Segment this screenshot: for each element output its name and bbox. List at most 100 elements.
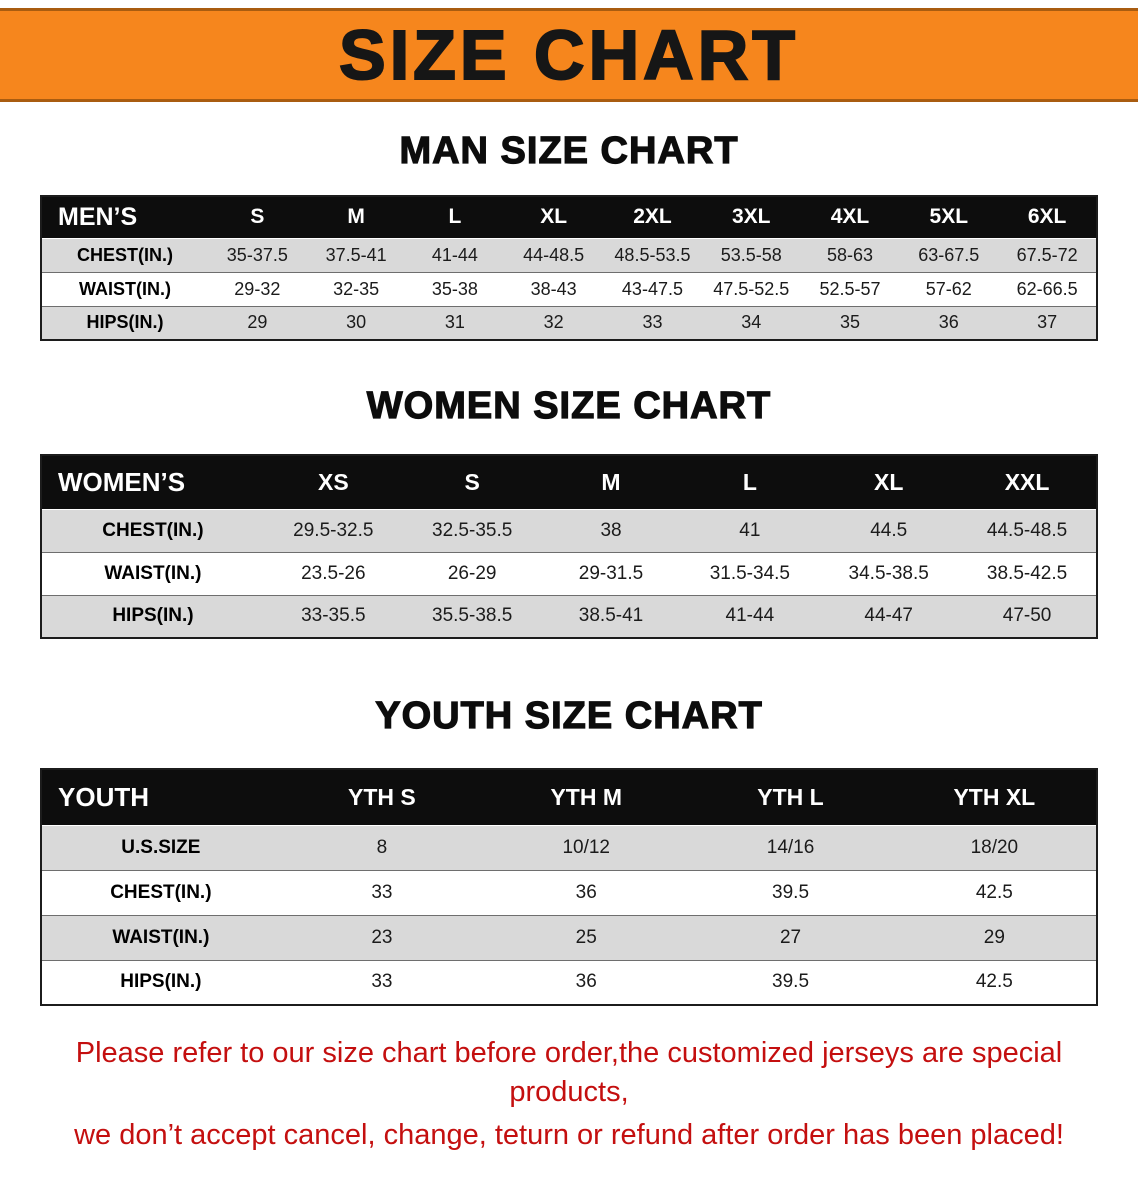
row-label: WAIST(IN.)	[41, 914, 280, 960]
size-value: 26-29	[402, 551, 542, 595]
size-value: 52.5-57	[800, 271, 900, 306]
footer-note: Please refer to our size chart before or…	[0, 1034, 1138, 1179]
row-label: WAIST(IN.)	[41, 271, 208, 306]
table-row: CHEST(IN.) 35-37.5 37.5-41 41-44 44-48.5 48.5…	[41, 237, 1097, 272]
table-row: WAIST(IN.) 23.5-26 26-29 29-31.5 31.5-34.5 34…	[41, 551, 1097, 595]
women-section-heading: WOMEN SIZE CHART	[366, 384, 772, 427]
row-label: HIPS(IN.)	[41, 594, 264, 638]
size-value: 32-35	[306, 271, 406, 306]
size-value: 30	[306, 305, 406, 340]
size-value: 29	[207, 305, 307, 340]
table-row: U.S.SIZE 8 10/12 14/16 18/20	[41, 824, 1097, 870]
size-column-header: L	[405, 196, 505, 239]
size-value: 44-47	[819, 594, 959, 638]
size-column-header: S	[207, 196, 307, 239]
size-column-header: 5XL	[899, 196, 999, 239]
size-column-header: 3XL	[701, 196, 801, 239]
size-value: 25	[484, 914, 689, 960]
table-row: WAIST(IN.) 23 25 27 29	[41, 914, 1097, 960]
size-value: 44-48.5	[504, 237, 604, 272]
men-section-heading: MAN SIZE CHART	[399, 129, 739, 172]
women-size-table: WOMEN’S XS S M L XL XXL CHEST(IN.) 29.5-32.5 32.5…	[40, 454, 1098, 639]
size-value: 29	[892, 914, 1097, 960]
table-row: HIPS(IN.) 33-35.5 35.5-38.5 38.5-41 41-44 44-…	[41, 594, 1097, 638]
size-value: 37.5-41	[306, 237, 406, 272]
size-value: 38.5-41	[541, 594, 681, 638]
row-label: CHEST(IN.)	[41, 508, 264, 552]
size-value: 39.5	[688, 959, 893, 1005]
size-value: 38	[541, 508, 681, 552]
size-value: 34.5-38.5	[819, 551, 959, 595]
size-value: 63-67.5	[899, 237, 999, 272]
size-value: 62-66.5	[998, 271, 1097, 306]
youth-section-heading: YOUTH SIZE CHART	[375, 694, 763, 737]
size-value: 27	[688, 914, 893, 960]
size-value: 33	[279, 869, 485, 915]
size-value: 42.5	[892, 869, 1097, 915]
size-column-header: L	[680, 455, 820, 510]
size-column-header: YTH S	[279, 769, 485, 826]
size-column-header: XXL	[958, 455, 1097, 510]
table-title-cell: WOMEN’S	[41, 455, 264, 510]
size-value: 38.5-42.5	[958, 551, 1097, 595]
table-row: WAIST(IN.) 29-32 32-35 35-38 38-43 43-47.5 47.…	[41, 271, 1097, 306]
table-title-cell: YOUTH	[41, 769, 280, 826]
women-section: WOMEN SIZE CHART WOMEN’S XS S M L XL XXL CHEST(…	[0, 384, 1138, 639]
size-value: 35.5-38.5	[402, 594, 542, 638]
youth-section: YOUTH SIZE CHART YOUTH YTH S YTH M YTH L YTH…	[0, 694, 1138, 1006]
size-value: 33-35.5	[263, 594, 403, 638]
men-section: MAN SIZE CHART MEN’S S M L XL 2XL 3XL 4XL 5XL 6XL…	[0, 129, 1138, 341]
size-value: 44.5	[819, 508, 959, 552]
size-value: 33	[279, 959, 485, 1005]
size-value: 41-44	[680, 594, 820, 638]
size-value: 18/20	[892, 824, 1097, 870]
size-value: 8	[279, 824, 485, 870]
size-value: 32	[504, 305, 604, 340]
size-value: 31.5-34.5	[680, 551, 820, 595]
size-column-header: YTH M	[484, 769, 689, 826]
size-value: 44.5-48.5	[958, 508, 1097, 552]
table-header-row: YOUTH YTH S YTH M YTH L YTH XL	[41, 769, 1097, 826]
size-value: 29-32	[207, 271, 307, 306]
row-label: WAIST(IN.)	[41, 551, 264, 595]
size-value: 35	[800, 305, 900, 340]
table-row: HIPS(IN.) 33 36 39.5 42.5	[41, 959, 1097, 1005]
size-value: 36	[484, 959, 689, 1005]
size-column-header: M	[541, 455, 681, 510]
table-row: HIPS(IN.) 29 30 31 32 33 34 35 36 37	[41, 305, 1097, 340]
size-value: 39.5	[688, 869, 893, 915]
table-row: CHEST(IN.) 29.5-32.5 32.5-35.5 38 41 44.5 44.5…	[41, 508, 1097, 552]
size-value: 38-43	[504, 271, 604, 306]
size-value: 29.5-32.5	[263, 508, 403, 552]
row-label: CHEST(IN.)	[41, 237, 208, 272]
size-value: 43-47.5	[603, 271, 702, 306]
size-value: 14/16	[688, 824, 893, 870]
banner: SIZE CHART	[0, 8, 1138, 102]
size-value: 41	[680, 508, 820, 552]
size-value: 10/12	[484, 824, 689, 870]
size-value: 48.5-53.5	[603, 237, 702, 272]
size-column-header: YTH XL	[892, 769, 1097, 826]
size-value: 33	[603, 305, 702, 340]
row-label: HIPS(IN.)	[41, 305, 208, 340]
size-value: 35-38	[405, 271, 505, 306]
size-column-header: XS	[263, 455, 403, 510]
size-value: 41-44	[405, 237, 505, 272]
size-column-header: 2XL	[603, 196, 702, 239]
row-label: CHEST(IN.)	[41, 869, 280, 915]
size-value: 23.5-26	[263, 551, 403, 595]
table-header-row: WOMEN’S XS S M L XL XXL	[41, 455, 1097, 510]
size-value: 47-50	[958, 594, 1097, 638]
size-value: 31	[405, 305, 505, 340]
size-value: 47.5-52.5	[701, 271, 801, 306]
size-value: 67.5-72	[998, 237, 1097, 272]
row-label: U.S.SIZE	[41, 824, 280, 870]
footer-note-line-1: Please refer to our size chart before or…	[75, 1037, 1063, 1109]
size-value: 34	[701, 305, 801, 340]
men-size-table: MEN’S S M L XL 2XL 3XL 4XL 5XL 6XL CHEST(IN.) 35-37…	[40, 195, 1098, 341]
size-value: 42.5	[892, 959, 1097, 1005]
size-column-header: 6XL	[998, 196, 1097, 239]
size-value: 57-62	[899, 271, 999, 306]
table-row: CHEST(IN.) 33 36 39.5 42.5	[41, 869, 1097, 915]
size-column-header: M	[306, 196, 406, 239]
